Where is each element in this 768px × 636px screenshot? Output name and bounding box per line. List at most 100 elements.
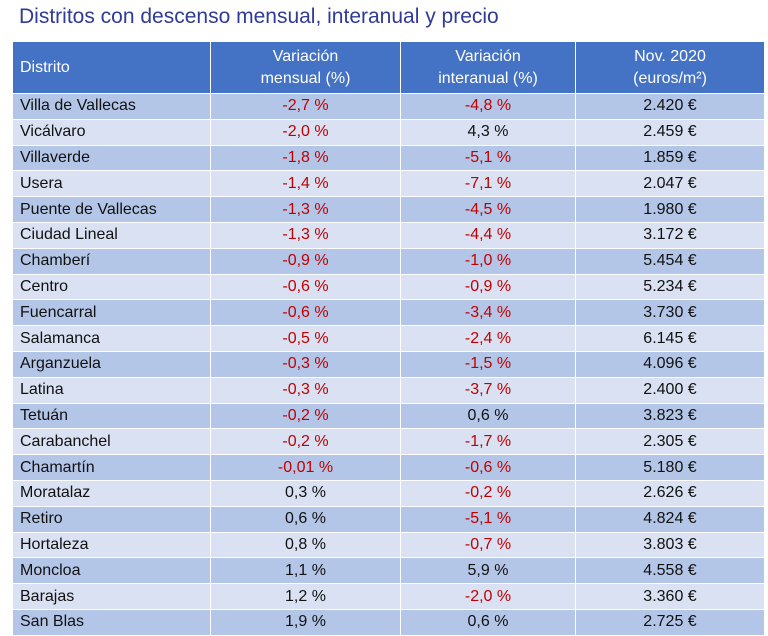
monthly-variation-cell: -1,8 % <box>210 144 401 172</box>
price-cell: 4.096 € <box>575 350 765 378</box>
table-row: Usera -1,4 % -7,1 % 2.047 € <box>12 170 765 198</box>
price-cell: 2.459 € <box>575 118 765 146</box>
annual-variation-cell: -0,9 % <box>400 273 576 301</box>
district-cell: Centro <box>12 273 211 301</box>
monthly-variation-cell: 1,9 % <box>210 608 401 636</box>
monthly-variation-cell: -2,0 % <box>210 118 401 146</box>
district-cell: Puente de Vallecas <box>12 196 211 223</box>
header-monthly: Variación mensual (%) <box>210 41 401 94</box>
district-cell: Vicálvaro <box>12 118 211 146</box>
header-monthly-line2: mensual (%) <box>260 69 351 87</box>
annual-variation-cell: -0,2 % <box>400 479 576 507</box>
table-row: Villa de Vallecas -2,7 % -4,8 % 2.420 € <box>12 93 765 120</box>
monthly-variation-cell: -0,3 % <box>210 350 401 378</box>
district-cell: San Blas <box>12 608 211 636</box>
table-row: Chamberí -0,9 % -1,0 % 5.454 € <box>12 247 765 275</box>
district-cell: Arganzuela <box>12 350 211 378</box>
table-row: Barajas 1,2 % -2,0 % 3.360 € <box>12 583 765 610</box>
table-row: Retiro 0,6 % -5,1 % 4.824 € <box>12 505 765 533</box>
table-row: San Blas 1,9 % 0,6 % 2.725 € <box>12 608 765 636</box>
annual-variation-cell: -0,6 % <box>400 454 576 481</box>
header-annual-line1: Variación <box>455 47 521 65</box>
annual-variation-cell: -2,0 % <box>400 583 576 610</box>
monthly-variation-cell: -0,9 % <box>210 247 401 275</box>
district-cell: Fuencarral <box>12 299 211 327</box>
annual-variation-cell: -4,5 % <box>400 196 576 223</box>
header-price-line1: Nov. 2020 <box>634 47 706 65</box>
header-annual: Variación interanual (%) <box>400 41 576 94</box>
header-price: Nov. 2020 (euros/m²) <box>575 41 765 94</box>
table-row: Centro -0,6 % -0,9 % 5.234 € <box>12 273 765 301</box>
table-row: Hortaleza 0,8 % -0,7 % 3.803 € <box>12 531 765 559</box>
districts-table: Distrito Variación mensual (%) Variación… <box>12 41 765 636</box>
annual-variation-cell: 4,3 % <box>400 118 576 146</box>
table-row: Moratalaz 0,3 % -0,2 % 2.626 € <box>12 479 765 507</box>
monthly-variation-cell: -0,6 % <box>210 273 401 301</box>
district-cell: Villaverde <box>12 144 211 172</box>
price-cell: 5.454 € <box>575 247 765 275</box>
table-header-row: Distrito Variación mensual (%) Variación… <box>12 41 765 94</box>
district-cell: Moratalaz <box>12 479 211 507</box>
price-cell: 2.400 € <box>575 376 765 404</box>
district-cell: Barajas <box>12 583 211 610</box>
monthly-variation-cell: -0,3 % <box>210 376 401 404</box>
price-cell: 2.725 € <box>575 608 765 636</box>
monthly-variation-cell: -0,2 % <box>210 428 401 456</box>
monthly-variation-cell: 1,1 % <box>210 557 401 585</box>
price-cell: 4.824 € <box>575 505 765 533</box>
district-cell: Salamanca <box>12 325 211 352</box>
district-cell: Carabanchel <box>12 428 211 456</box>
monthly-variation-cell: -0,2 % <box>210 402 401 430</box>
annual-variation-cell: 5,9 % <box>400 557 576 585</box>
annual-variation-cell: -2,4 % <box>400 325 576 352</box>
price-cell: 5.180 € <box>575 454 765 481</box>
price-cell: 1.980 € <box>575 196 765 223</box>
district-cell: Hortaleza <box>12 531 211 559</box>
district-cell: Chamartín <box>12 454 211 481</box>
district-cell: Tetuán <box>12 402 211 430</box>
annual-variation-cell: -1,0 % <box>400 247 576 275</box>
price-cell: 2.305 € <box>575 428 765 456</box>
annual-variation-cell: 0,6 % <box>400 608 576 636</box>
table-body: Villa de Vallecas -2,7 % -4,8 % 2.420 € Vicá… <box>12 93 765 636</box>
price-cell: 3.172 € <box>575 221 765 249</box>
table-row: Arganzuela -0,3 % -1,5 % 4.096 € <box>12 350 765 378</box>
price-cell: 5.234 € <box>575 273 765 301</box>
monthly-variation-cell: -2,7 % <box>210 93 401 120</box>
price-cell: 1.859 € <box>575 144 765 172</box>
annual-variation-cell: -4,8 % <box>400 93 576 120</box>
annual-variation-cell: -1,5 % <box>400 350 576 378</box>
price-cell: 6.145 € <box>575 325 765 352</box>
table-row: Villaverde -1,8 % -5,1 % 1.859 € <box>12 144 765 172</box>
header-price-line2: (euros/m²) <box>633 69 707 87</box>
district-cell: Moncloa <box>12 557 211 585</box>
price-cell: 3.730 € <box>575 299 765 327</box>
monthly-variation-cell: -0,01 % <box>210 454 401 481</box>
table-row: Moncloa 1,1 % 5,9 % 4.558 € <box>12 557 765 585</box>
price-cell: 2.047 € <box>575 170 765 198</box>
monthly-variation-cell: -0,5 % <box>210 325 401 352</box>
annual-variation-cell: -4,4 % <box>400 221 576 249</box>
header-annual-line2: interanual (%) <box>438 69 538 87</box>
table-row: Ciudad Lineal -1,3 % -4,4 % 3.172 € <box>12 221 765 249</box>
district-cell: Usera <box>12 170 211 198</box>
table-row: Chamartín -0,01 % -0,6 % 5.180 € <box>12 454 765 481</box>
price-cell: 2.626 € <box>575 479 765 507</box>
annual-variation-cell: -5,1 % <box>400 505 576 533</box>
table-row: Tetuán -0,2 % 0,6 % 3.823 € <box>12 402 765 430</box>
table-row: Puente de Vallecas -1,3 % -4,5 % 1.980 € <box>12 196 765 223</box>
annual-variation-cell: -1,7 % <box>400 428 576 456</box>
annual-variation-cell: -3,7 % <box>400 376 576 404</box>
price-cell: 4.558 € <box>575 557 765 585</box>
header-district-label: Distrito <box>20 58 70 76</box>
monthly-variation-cell: -1,3 % <box>210 221 401 249</box>
district-cell: Villa de Vallecas <box>12 93 211 120</box>
header-monthly-line1: Variación <box>272 47 339 65</box>
annual-variation-cell: -0,7 % <box>400 531 576 559</box>
price-cell: 3.803 € <box>575 531 765 559</box>
table-row: Fuencarral -0,6 % -3,4 % 3.730 € <box>12 299 765 327</box>
district-cell: Ciudad Lineal <box>12 221 211 249</box>
annual-variation-cell: -7,1 % <box>400 170 576 198</box>
annual-variation-cell: -3,4 % <box>400 299 576 327</box>
monthly-variation-cell: 0,6 % <box>210 505 401 533</box>
